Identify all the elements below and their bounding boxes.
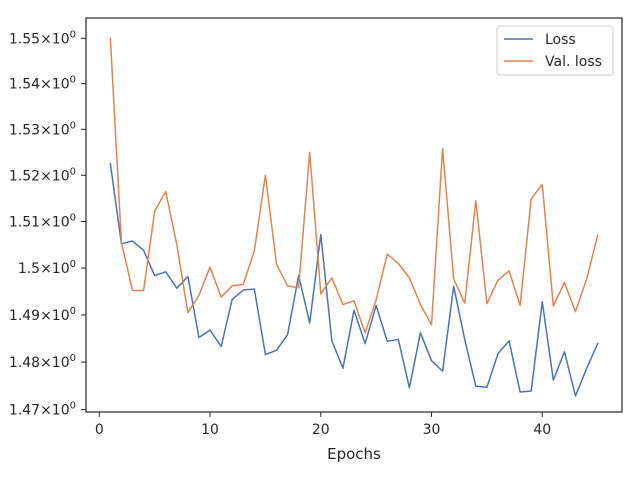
- legend-label: Val. loss: [545, 54, 602, 70]
- series-line-loss: [109, 162, 599, 397]
- x-axis-label: Epochs: [327, 445, 381, 463]
- y-tick-label: 1.47×100: [9, 401, 76, 419]
- legend-label: Loss: [545, 32, 576, 48]
- plot-area: [109, 37, 599, 397]
- y-tick-label: 1.49×100: [9, 306, 76, 324]
- y-tick-label: 1.48×100: [9, 353, 76, 371]
- y-tick-label: 1.51×100: [9, 213, 76, 231]
- legend: Loss Val. loss: [496, 25, 614, 76]
- y-tick-label: 1.54×100: [9, 75, 76, 93]
- axes-frame: [85, 17, 623, 413]
- x-tick-label: 20: [312, 422, 330, 438]
- y-tick-label: 1.55×100: [9, 29, 76, 47]
- series-line-val-loss: [109, 37, 599, 334]
- y-tick-label: 1.5×100: [18, 259, 76, 277]
- axes: 0 10 20 30 40 1.47×100 1.48×100 1.49×100 1.5×100…: [9, 17, 623, 438]
- y-tick-label: 1.53×100: [9, 120, 76, 138]
- x-tick-label: 0: [95, 422, 104, 438]
- x-tick-label: 40: [533, 422, 551, 438]
- y-tick-label: 1.52×100: [9, 166, 76, 184]
- x-tick-label: 30: [423, 422, 441, 438]
- x-tick-label: 10: [201, 422, 219, 438]
